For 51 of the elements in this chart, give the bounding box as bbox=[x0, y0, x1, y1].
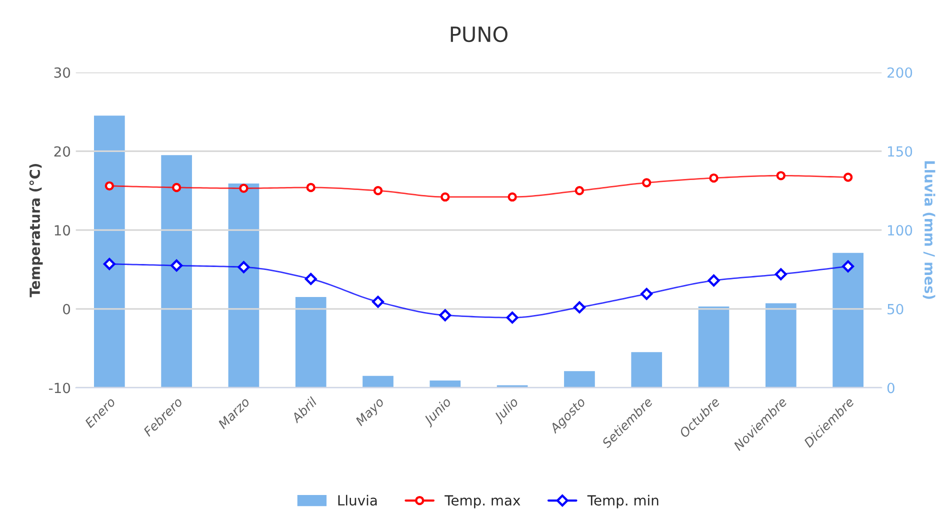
point bbox=[708, 274, 720, 287]
point bbox=[239, 184, 248, 193]
bar bbox=[831, 251, 865, 388]
point bbox=[506, 312, 518, 324]
point bbox=[306, 182, 316, 192]
bar bbox=[92, 114, 126, 388]
y2-tick-label: 100 bbox=[888, 225, 912, 236]
bar bbox=[630, 350, 664, 388]
point bbox=[372, 296, 384, 308]
bar bbox=[160, 154, 194, 388]
point bbox=[843, 172, 853, 182]
point bbox=[774, 268, 787, 280]
point bbox=[304, 272, 317, 285]
point bbox=[574, 186, 584, 196]
legend-label: Temp. min bbox=[587, 494, 658, 508]
y-axis-title: Temperatura (°C) bbox=[29, 164, 43, 298]
legend-label: Lluvia bbox=[338, 494, 377, 506]
point bbox=[508, 192, 517, 202]
chart-title: PUNO bbox=[450, 26, 508, 42]
y2-axis-title: Lluvia (mm / mes) bbox=[922, 161, 936, 299]
point bbox=[238, 261, 250, 274]
point bbox=[842, 260, 854, 272]
bar bbox=[361, 374, 395, 388]
point bbox=[373, 186, 383, 196]
point bbox=[573, 301, 586, 314]
y-tick-label: 30 bbox=[54, 67, 70, 78]
point bbox=[172, 182, 182, 192]
bar bbox=[562, 370, 596, 388]
point bbox=[170, 260, 183, 272]
point bbox=[103, 258, 116, 270]
point bbox=[709, 173, 718, 183]
point bbox=[642, 178, 652, 188]
legend-label: Temp. max bbox=[444, 495, 520, 508]
y2-tick-label: 200 bbox=[888, 67, 912, 78]
point bbox=[640, 288, 653, 300]
y-tick-label: -10 bbox=[48, 382, 70, 394]
y-tick-label: 0 bbox=[63, 304, 70, 314]
y-tick-label: 10 bbox=[54, 225, 70, 236]
bar bbox=[428, 379, 462, 388]
bar bbox=[696, 305, 731, 388]
point bbox=[776, 171, 786, 180]
bar bbox=[294, 296, 328, 388]
y2-tick-label: 50 bbox=[888, 304, 904, 314]
y-tick-label: 20 bbox=[54, 146, 70, 157]
bar bbox=[226, 182, 261, 388]
y2-tick-label: 0 bbox=[887, 382, 894, 394]
point bbox=[440, 192, 450, 202]
y2-tick-label: 150 bbox=[888, 146, 912, 157]
point bbox=[439, 309, 452, 322]
point bbox=[104, 181, 114, 190]
bar bbox=[764, 302, 798, 388]
